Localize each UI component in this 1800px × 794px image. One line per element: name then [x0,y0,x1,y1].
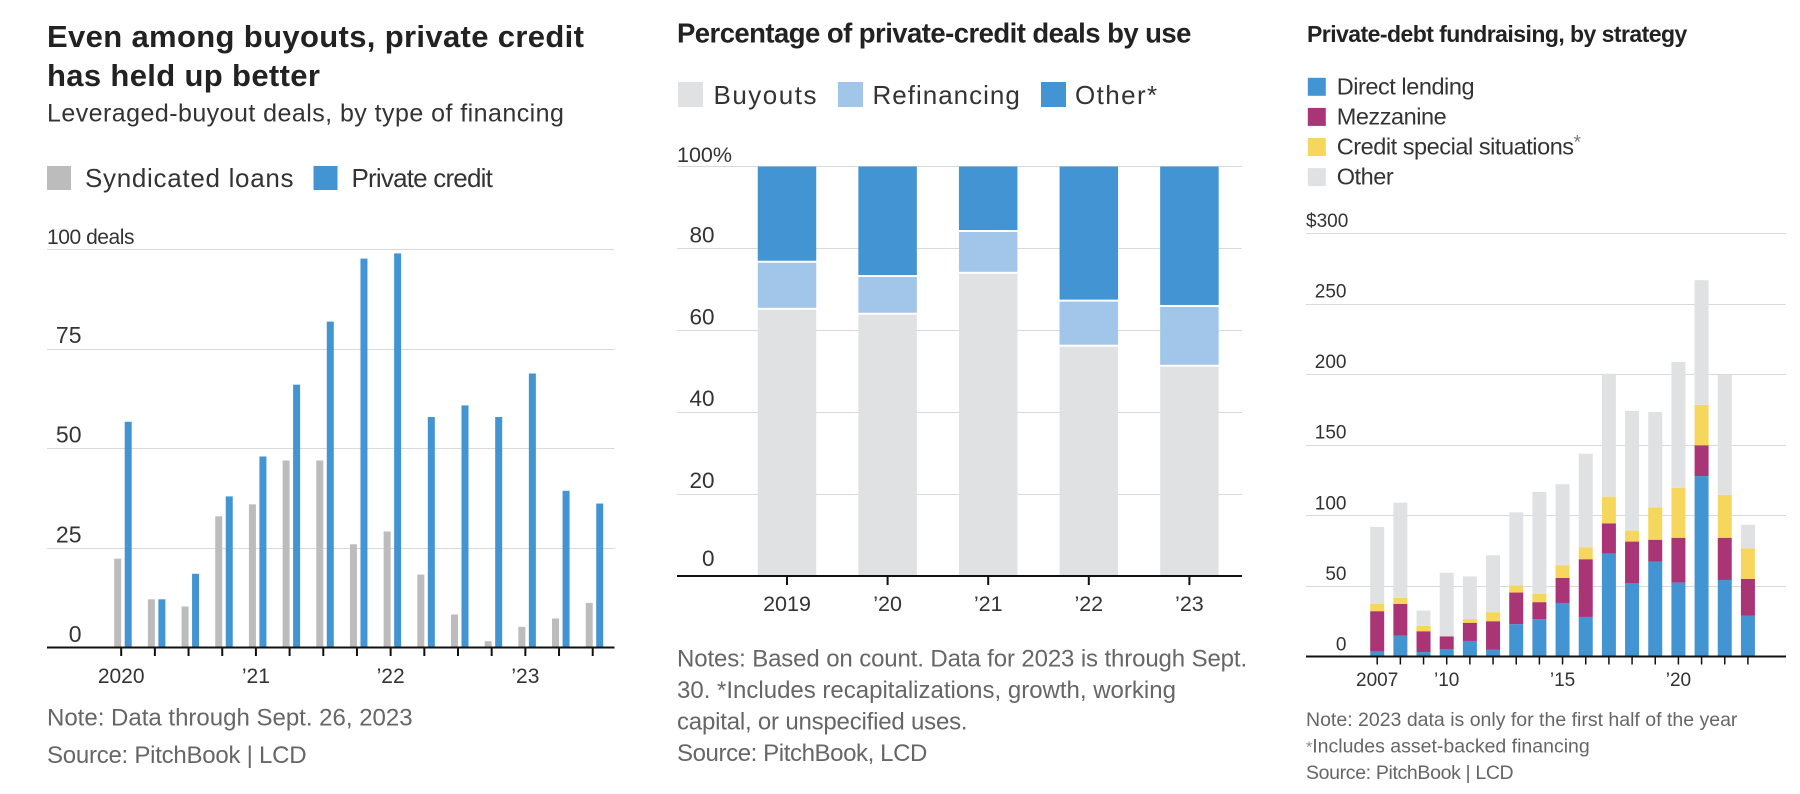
svg-text:$300: $300 [1306,211,1348,232]
svg-text:’22: ’22 [377,665,405,688]
svg-text:’21: ’21 [242,665,270,688]
svg-text:50: 50 [56,422,82,448]
svg-text:2007: 2007 [1356,670,1398,691]
svg-text:20: 20 [689,468,714,493]
svg-text:Direct lending: Direct lending [1337,73,1474,99]
svg-text:0: 0 [702,546,715,571]
svg-text:0: 0 [1336,635,1347,656]
svg-text:’22: ’22 [1074,592,1103,616]
svg-text:’23: ’23 [1175,592,1204,616]
svg-text:has held up better: has held up better [47,58,320,93]
svg-text:Other: Other [1337,164,1394,190]
svg-text:Other*: Other* [1075,80,1159,110]
svg-text:Percentage of private-credit d: Percentage of private-credit deals by us… [677,18,1191,49]
svg-text:capital, or unspecified uses.: capital, or unspecified uses. [677,709,967,736]
svg-text:100 deals: 100 deals [47,226,134,249]
svg-text:Buyouts: Buyouts [714,80,818,110]
svg-text:40: 40 [689,386,714,411]
svg-text:*Includes asset-backed financi: *Includes asset-backed financing [1306,736,1590,758]
svg-text:’21: ’21 [974,592,1003,616]
svg-text:Note: 2023 data is only for th: Note: 2023 data is only for the first ha… [1306,709,1738,731]
svg-text:Note: Data through Sept. 26, 2: Note: Data through Sept. 26, 2023 [47,705,413,732]
svg-text:Credit special situations*: Credit special situations* [1337,133,1582,160]
svg-text:Private-debt fundraising, by s: Private-debt fundraising, by strategy [1307,21,1687,47]
svg-text:Even among buyouts, private cr: Even among buyouts, private credit [47,19,584,54]
svg-text:Notes: Based on count. Data fo: Notes: Based on count. Data for 2023 is … [677,646,1247,673]
svg-text:80: 80 [689,222,714,247]
svg-text:Syndicated loans: Syndicated loans [85,163,294,193]
svg-text:50: 50 [1325,564,1346,585]
svg-text:2020: 2020 [98,665,145,688]
svg-text:’10: ’10 [1434,670,1459,691]
svg-text:Source: PitchBook, LCD: Source: PitchBook, LCD [677,740,927,767]
svg-text:30. *Includes recapitalization: 30. *Includes recapitalizations, growth,… [677,677,1176,704]
svg-text:Refinancing: Refinancing [873,80,1021,110]
svg-text:’20: ’20 [873,592,902,616]
svg-text:60: 60 [689,304,714,329]
svg-text:Leveraged-buyout deals, by typ: Leveraged-buyout deals, by type of finan… [47,100,564,128]
svg-text:’15: ’15 [1550,670,1575,691]
svg-text:2019: 2019 [763,592,811,616]
svg-text:75: 75 [56,322,82,348]
svg-text:Private credit: Private credit [352,163,494,193]
svg-text:25: 25 [56,521,82,547]
svg-text:0: 0 [69,621,82,647]
svg-text:Source: PitchBook | LCD: Source: PitchBook | LCD [47,742,306,769]
svg-text:Mezzanine: Mezzanine [1337,103,1447,129]
svg-text:200: 200 [1315,352,1347,373]
svg-text:’23: ’23 [511,665,539,688]
svg-text:100%: 100% [677,143,732,167]
svg-text:’20: ’20 [1666,670,1691,691]
svg-text:150: 150 [1315,423,1347,444]
svg-text:Source: PitchBook | LCD: Source: PitchBook | LCD [1306,762,1514,784]
svg-text:250: 250 [1315,282,1347,303]
svg-text:100: 100 [1315,493,1347,514]
